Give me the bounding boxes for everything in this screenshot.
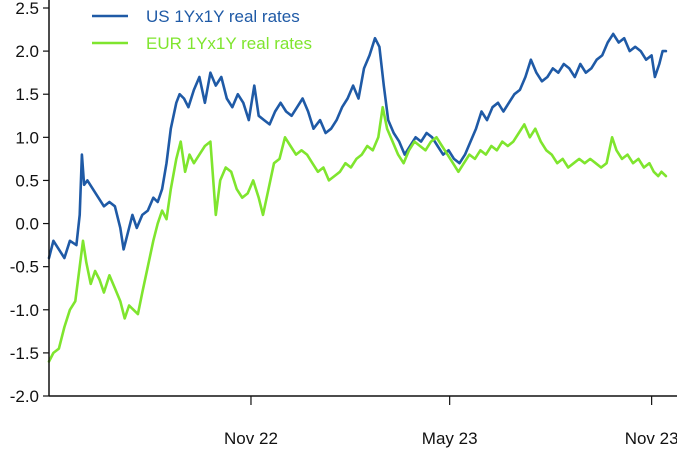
x-tick-label: May 23	[422, 429, 478, 448]
x-tick-label: Nov 23	[625, 429, 677, 448]
series-line-eur	[47, 105, 668, 363]
y-tick-label: 0.5	[15, 171, 39, 190]
y-tick-label: -1.5	[10, 344, 39, 363]
plot-lines	[47, 32, 668, 363]
y-tick-label: -2.0	[10, 387, 39, 406]
y-tick-label: -0.5	[10, 258, 39, 277]
legend-label-us: US 1Yx1Y real rates	[146, 7, 300, 26]
y-tick-label: 2.0	[15, 42, 39, 61]
series-line-us	[47, 32, 668, 260]
legend-item-eur: EUR 1Yx1Y real rates	[92, 34, 312, 53]
y-tick-label: 0.0	[15, 215, 39, 234]
y-tick-label: 1.5	[15, 85, 39, 104]
legend-label-eur: EUR 1Yx1Y real rates	[146, 34, 312, 53]
x-tick-label: Nov 22	[224, 429, 278, 448]
axes	[48, 0, 677, 397]
y-tick-label: 2.5	[15, 0, 39, 18]
y-tick-label: 1.0	[15, 128, 39, 147]
legend-item-us: US 1Yx1Y real rates	[92, 7, 300, 26]
legend: US 1Yx1Y real rates EUR 1Yx1Y real rates	[92, 7, 312, 53]
x-ticks: Nov 22 May 23 Nov 23	[224, 396, 677, 448]
y-tick-label: -1.0	[10, 301, 39, 320]
y-ticks: -2.0 -1.5 -1.0 -0.5 0.0 0.5 1.0 1.5 2.0 2.5	[10, 0, 49, 406]
